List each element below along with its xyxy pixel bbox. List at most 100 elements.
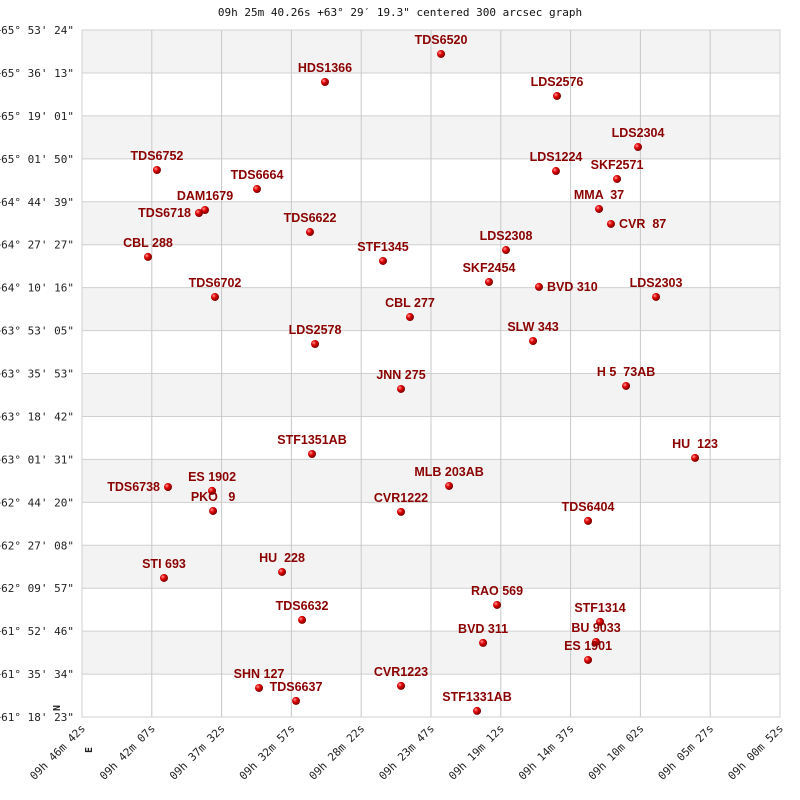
star-marker[interactable] — [397, 507, 406, 516]
star-point[interactable]: BU 9033 — [571, 621, 621, 646]
star-point[interactable]: HU 123 — [672, 437, 718, 462]
star-marker[interactable] — [278, 567, 287, 576]
star-point[interactable]: TDS6637 — [270, 680, 323, 705]
star-point[interactable]: CBL 277 — [385, 296, 435, 322]
star-marker[interactable] — [320, 78, 329, 87]
star-point[interactable]: PKO 9 — [191, 490, 236, 515]
star-marker[interactable] — [584, 655, 593, 664]
star-point[interactable]: JNN 275 — [376, 368, 426, 393]
star-point[interactable]: MLB 203AB — [414, 465, 484, 490]
star-marker[interactable] — [529, 337, 538, 346]
star-marker[interactable] — [445, 481, 454, 490]
star-marker[interactable] — [152, 165, 161, 174]
star-point[interactable]: TDS6520 — [415, 33, 468, 58]
star-marker[interactable] — [397, 384, 406, 393]
star-point[interactable]: STF1345 — [357, 240, 409, 265]
star-point[interactable]: HU 228 — [259, 551, 305, 576]
star-point[interactable]: ES 1902 — [188, 470, 236, 495]
star-marker[interactable] — [379, 256, 388, 265]
star-marker[interactable] — [194, 209, 203, 218]
star-point[interactable]: ES 1901 — [564, 639, 612, 664]
star-point[interactable]: TDS6632 — [276, 599, 329, 624]
star-point[interactable]: LDS1224 — [530, 150, 583, 176]
star-marker[interactable] — [485, 277, 494, 286]
star-point[interactable]: DAM1679 — [177, 189, 233, 215]
star-marker[interactable] — [210, 292, 219, 301]
star-marker[interactable] — [691, 453, 700, 462]
star-point[interactable]: TDS6622 — [284, 211, 337, 237]
star-marker[interactable] — [634, 143, 643, 152]
star-point[interactable]: STF1331AB — [442, 690, 512, 715]
star-point[interactable]: BVD 311 — [458, 622, 508, 647]
star-marker[interactable] — [584, 516, 593, 525]
star-marker[interactable] — [311, 340, 320, 349]
star-marker[interactable] — [473, 706, 482, 715]
star-label: CBL 288 — [123, 236, 173, 250]
star-point[interactable]: LDS2304 — [612, 126, 665, 152]
star-marker[interactable] — [596, 617, 605, 626]
star-point[interactable]: STI 693 — [142, 557, 186, 582]
star-marker[interactable] — [595, 204, 604, 213]
star-marker[interactable] — [622, 381, 631, 390]
star-point[interactable]: LDS2303 — [630, 276, 683, 301]
star-marker[interactable] — [613, 174, 622, 183]
star-point[interactable]: LDS2576 — [531, 75, 584, 100]
star-marker[interactable] — [209, 506, 218, 515]
star-point[interactable]: RAO 569 — [471, 584, 523, 609]
star-marker[interactable] — [308, 450, 317, 459]
star-point[interactable]: CVR1222 — [374, 491, 428, 516]
star-marker[interactable] — [592, 637, 601, 646]
star-point[interactable]: H 5 73AB — [597, 365, 655, 390]
star-point[interactable]: HDS1366 — [298, 61, 352, 87]
star-marker[interactable] — [405, 313, 414, 322]
star-point[interactable]: SHN 127 — [234, 667, 285, 692]
y-tick-label: +62° 27' 08" — [0, 539, 74, 552]
star-point[interactable]: STF1351AB — [277, 433, 347, 459]
star-label: LDS2576 — [531, 75, 584, 89]
star-point[interactable]: BVD 310 — [534, 280, 598, 294]
star-point[interactable]: STF1314 — [574, 601, 626, 626]
star-point[interactable]: LDS2578 — [289, 323, 342, 349]
star-marker[interactable] — [298, 615, 307, 624]
star-marker[interactable] — [255, 683, 264, 692]
star-point[interactable]: TDS6718 — [138, 206, 203, 220]
star-marker[interactable] — [143, 252, 152, 261]
star-label: TDS6404 — [562, 500, 615, 514]
star-marker[interactable] — [397, 681, 406, 690]
star-point[interactable]: CVR 87 — [606, 217, 666, 231]
y-tick-label: +63° 53' 05" — [0, 325, 74, 338]
star-point[interactable]: TDS6404 — [562, 500, 615, 525]
star-marker[interactable] — [652, 292, 661, 301]
x-tick-label: 09h 32m 57s — [237, 722, 298, 783]
star-marker[interactable] — [502, 246, 511, 255]
star-marker[interactable] — [552, 91, 561, 100]
star-point[interactable]: CBL 288 — [123, 236, 173, 261]
star-marker[interactable] — [208, 486, 217, 495]
star-point[interactable]: SLW 343 — [507, 320, 559, 346]
star-point[interactable]: SKF2571 — [591, 158, 644, 183]
star-point[interactable]: TDS6702 — [189, 276, 242, 301]
star-point[interactable]: CVR1223 — [374, 665, 428, 690]
star-marker[interactable] — [551, 167, 560, 176]
star-point[interactable]: LDS2308 — [480, 229, 533, 255]
star-marker[interactable] — [201, 206, 210, 215]
star-marker[interactable] — [164, 482, 173, 491]
y-tick-label: +64° 27' 27" — [0, 239, 74, 252]
star-marker[interactable] — [306, 228, 315, 237]
star-point[interactable]: SKF2454 — [463, 261, 516, 286]
star-marker[interactable] — [437, 49, 446, 58]
star-marker[interactable] — [479, 638, 488, 647]
star-marker[interactable] — [493, 600, 502, 609]
star-label: HDS1366 — [298, 61, 352, 75]
star-label: CVR1223 — [374, 665, 428, 679]
star-marker[interactable] — [159, 573, 168, 582]
star-marker[interactable] — [606, 219, 615, 228]
star-label: CBL 277 — [385, 296, 435, 310]
star-point[interactable]: TDS6664 — [231, 168, 284, 194]
star-point[interactable]: MMA 37 — [574, 188, 624, 213]
star-marker[interactable] — [292, 696, 301, 705]
star-point[interactable]: TDS6752 — [131, 149, 184, 174]
star-point[interactable]: TDS6738 — [107, 480, 173, 494]
star-marker[interactable] — [534, 282, 543, 291]
star-marker[interactable] — [253, 185, 262, 194]
